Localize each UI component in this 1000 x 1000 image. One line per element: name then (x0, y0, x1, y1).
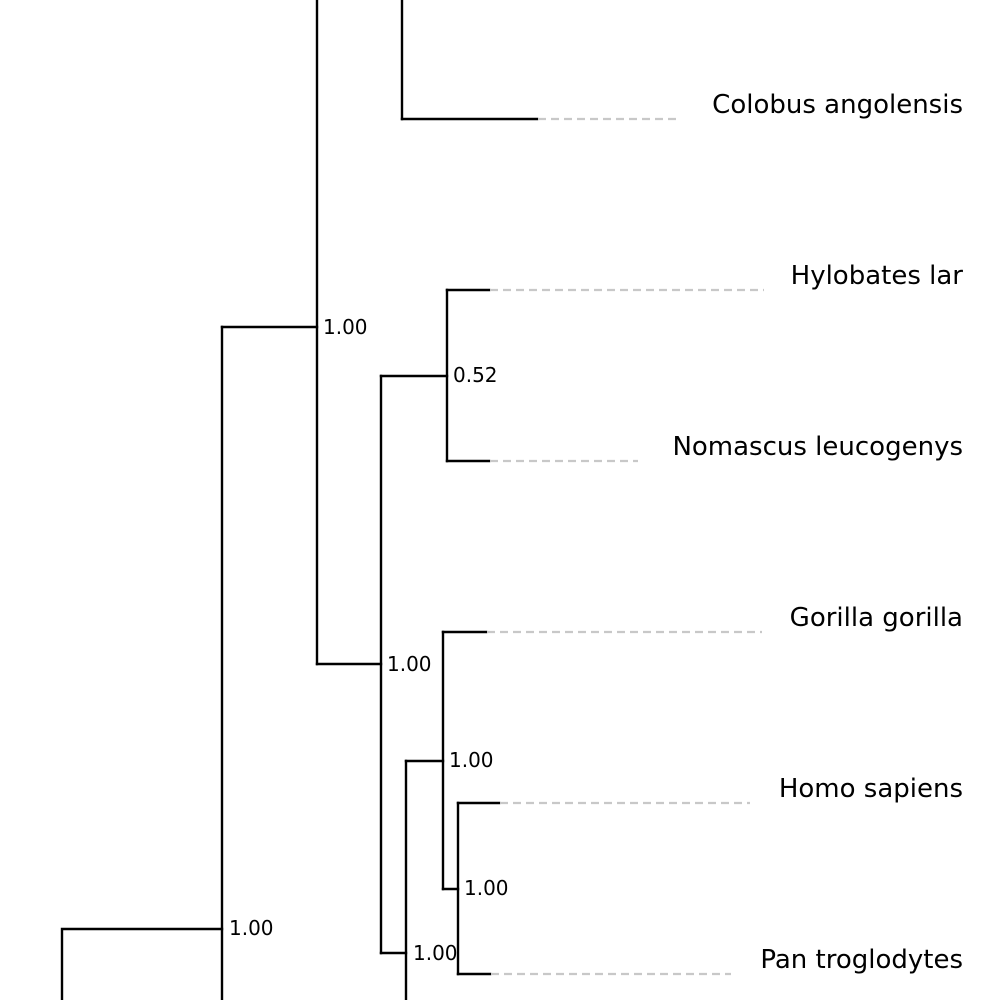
support-value: 1.00 (387, 652, 432, 676)
branch-root (60, 927, 224, 1000)
taxon-label-pan: Pan troglodytes (760, 945, 963, 975)
support-value: 1.00 (413, 941, 458, 965)
taxon-label-hylobates: Hylobates lar (791, 261, 964, 291)
taxon-label-nomascus: Nomascus leucogenys (672, 432, 963, 462)
support-value: 0.52 (453, 363, 498, 387)
support-value: 1.00 (323, 315, 368, 339)
tree-branches (60, 0, 539, 1000)
support-value: 1.00 (464, 876, 509, 900)
support-value: 1.00 (449, 748, 494, 772)
taxon-labels: Colobus angolensis Hylobates lar Nomascu… (672, 90, 963, 975)
support-value: 1.00 (229, 916, 274, 940)
leader-lines (487, 117, 764, 976)
taxon-label-gorilla: Gorilla gorilla (790, 603, 963, 633)
taxon-label-homo: Homo sapiens (779, 774, 963, 804)
taxon-label-colobus: Colobus angolensis (712, 90, 963, 120)
support-values: 1.00 0.52 1.00 1.00 1.00 1.00 1.00 (229, 315, 509, 965)
